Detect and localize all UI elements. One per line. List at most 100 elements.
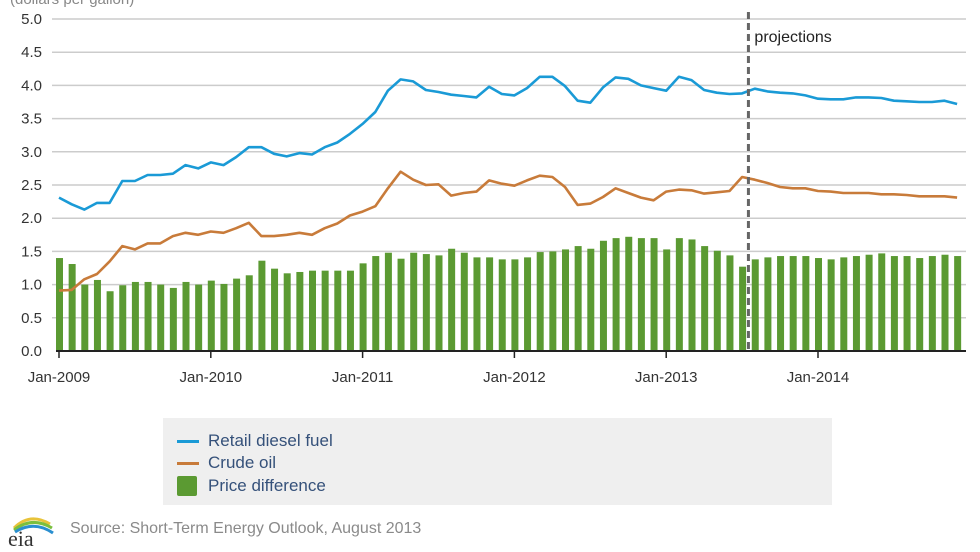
y-tick-label: 2.5 (21, 177, 42, 194)
legend-item-difference: Price difference (177, 475, 326, 497)
bar-price-difference (410, 252, 418, 351)
y-tick-label: 2.0 (21, 210, 42, 227)
bar-price-difference (675, 238, 683, 351)
bar-price-difference (220, 283, 228, 351)
bar-price-difference (637, 238, 645, 351)
legend-line-icon (177, 461, 199, 465)
bar-price-difference (144, 281, 152, 351)
bar-price-difference (460, 252, 468, 351)
x-axis: Jan-2009 Jan-2010 Jan-2011 Jan-2012 Jan-2013… (28, 350, 966, 386)
y-tick-label: 3.0 (21, 144, 42, 161)
logo-text: eia (8, 526, 34, 548)
x-tick-label: Jan-2013 (635, 369, 698, 386)
x-tick-label: Jan-2012 (483, 369, 546, 386)
y-tick-label: 4.0 (21, 77, 42, 94)
bar-price-difference (182, 281, 190, 351)
legend-line-icon (177, 439, 199, 443)
bar-price-difference (815, 258, 822, 351)
y-tick-label: 1.0 (21, 277, 42, 294)
bar-price-difference (131, 281, 139, 351)
y-tick-label: 0.0 (21, 343, 42, 360)
bar-price-difference (157, 284, 165, 351)
y-tick-label: 5.0 (21, 11, 42, 28)
bar-price-difference (916, 258, 924, 351)
bar-price-difference (878, 253, 886, 351)
y-tick-label: 4.5 (21, 44, 42, 61)
bar-price-difference (422, 254, 430, 351)
y-tick-label: 3.5 (21, 111, 42, 128)
bar-price-difference (701, 246, 709, 351)
bar-price-difference (93, 279, 101, 351)
bar-price-difference (751, 259, 759, 351)
bar-price-difference (789, 256, 797, 351)
bar-price-difference (827, 259, 835, 351)
bar-price-difference (777, 256, 785, 351)
bar-price-difference (106, 291, 114, 351)
bar-price-difference (713, 250, 721, 351)
bar-price-difference (195, 284, 203, 351)
bar-price-difference (524, 257, 532, 351)
series-lines (58, 75, 958, 292)
bar-price-difference (625, 236, 633, 351)
line-retail-diesel-fuel (58, 75, 958, 211)
y-axis-unit-label: (dollars per gallon) (10, 0, 134, 8)
bar-price-difference (852, 256, 860, 351)
bar-price-difference (169, 287, 177, 351)
x-tick-label: Jan-2014 (787, 369, 850, 386)
bar-price-difference (68, 264, 76, 351)
bar-price-difference (587, 248, 595, 351)
bar-price-difference (865, 254, 873, 351)
bar-price-difference (372, 256, 380, 351)
legend-label: Crude oil (208, 453, 277, 472)
bar-price-difference (764, 257, 772, 351)
bar-price-difference (321, 270, 329, 351)
bar-price-difference (334, 270, 342, 351)
gridlines (52, 18, 966, 319)
source-note: Source: Short-Term Energy Outlook, Augus… (70, 520, 422, 537)
bar-price-difference (207, 280, 215, 351)
bar-price-difference (498, 259, 506, 351)
legend-item-diesel: Retail diesel fuel (177, 430, 333, 452)
bar-price-difference (536, 252, 544, 351)
chart: 0.0 0.5 1.0 1.5 2.0 2.5 3.0 3.5 4.0 4.5 5.0 Jan-20… (21, 11, 966, 386)
bar-price-difference (928, 256, 936, 351)
bar-price-difference (903, 256, 911, 351)
bar-price-difference (574, 246, 582, 351)
x-tick-label: Jan-2011 (332, 369, 393, 386)
bar-price-difference (296, 271, 304, 351)
x-tick-label: Jan-2010 (180, 369, 243, 386)
bar-price-difference (650, 238, 658, 351)
bar-price-difference (309, 270, 316, 351)
bar-price-difference (549, 251, 557, 351)
bar-price-difference (941, 254, 949, 351)
bar-price-difference (954, 256, 962, 351)
bar-price-difference (245, 275, 253, 351)
bar-price-difference (283, 273, 291, 351)
bar-price-difference (271, 268, 279, 351)
line-crude-oil (58, 170, 958, 292)
bar-price-difference (473, 257, 481, 351)
bars-price-difference (56, 236, 962, 351)
bar-price-difference (688, 239, 696, 351)
y-tick-label: 0.5 (21, 310, 42, 327)
bar-price-difference (840, 257, 848, 351)
projection-annotation: projections (754, 29, 831, 46)
bar-price-difference (119, 285, 127, 351)
bar-price-difference (384, 252, 392, 351)
eia-logo: eia (8, 517, 54, 548)
bar-price-difference (258, 260, 266, 351)
bar-price-difference (802, 256, 810, 351)
legend: Retail diesel fuel Crude oil Price diffe… (163, 418, 832, 505)
legend-swatch-icon (177, 476, 197, 496)
y-tick-labels: 0.0 0.5 1.0 1.5 2.0 2.5 3.0 3.5 4.0 4.5 5.0 (21, 11, 42, 360)
bar-price-difference (56, 258, 63, 351)
projection-marker: projections (746, 12, 832, 351)
bar-price-difference (599, 240, 607, 351)
bar-price-difference (233, 278, 241, 351)
y-tick-label: 1.5 (21, 243, 42, 260)
bar-price-difference (663, 249, 671, 351)
bar-price-difference (448, 248, 456, 351)
legend-label: Price difference (208, 476, 326, 495)
bar-price-difference (81, 284, 89, 351)
bar-price-difference (511, 259, 519, 351)
